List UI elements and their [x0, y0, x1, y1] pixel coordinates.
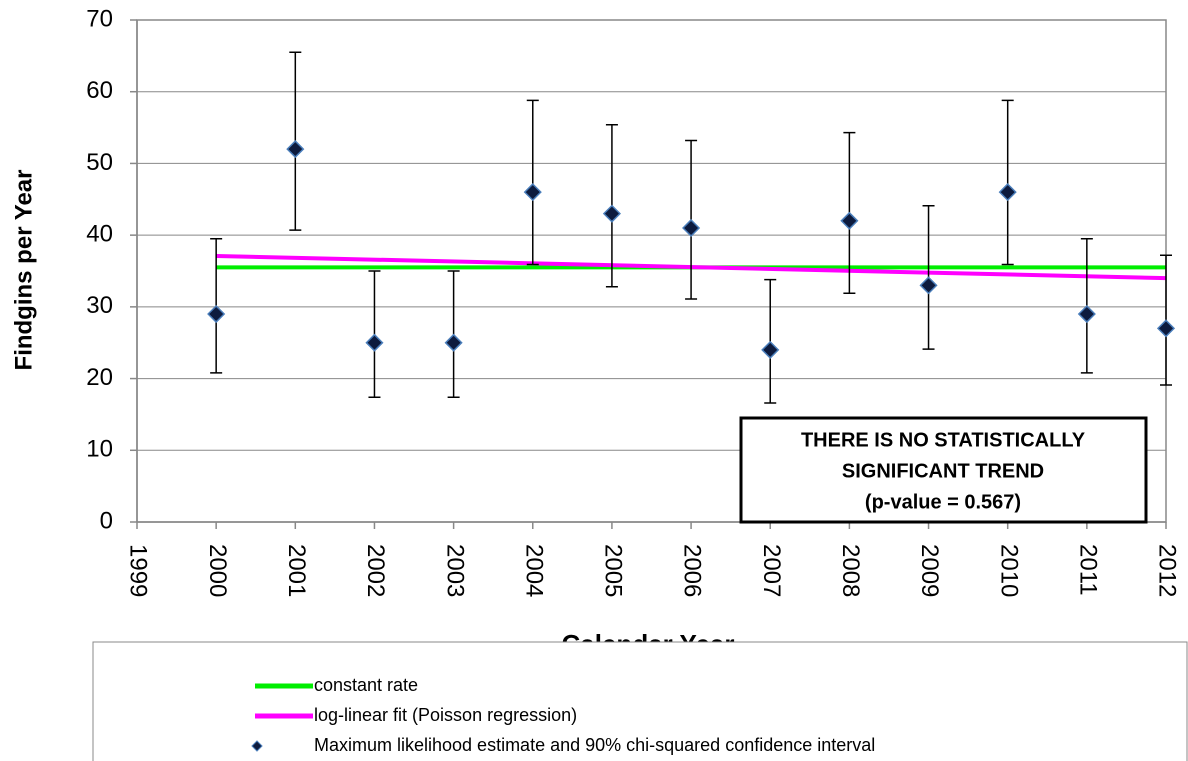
point	[602, 204, 621, 223]
y-tick-label: 0	[100, 507, 113, 534]
point	[998, 183, 1017, 202]
x-tick-label: 2000	[204, 544, 231, 597]
point	[444, 333, 463, 352]
x-tick-label: 2007	[758, 544, 785, 597]
legend-swatch	[251, 740, 263, 752]
point	[840, 211, 859, 230]
point	[1077, 304, 1096, 324]
point	[761, 340, 780, 359]
y-tick-label: 70	[86, 5, 113, 32]
legend-label: Maximum likelihood estimate and 90% chi-…	[314, 735, 875, 755]
y-tick-label: 30	[86, 292, 113, 319]
y-tick-label: 40	[86, 220, 113, 247]
x-tick-label: 2008	[837, 544, 864, 597]
annotation-text: SIGNIFICANT TREND	[842, 460, 1044, 482]
x-tick-label: 1999	[125, 544, 152, 597]
point	[207, 304, 226, 324]
x-tick-label: 2001	[283, 544, 310, 597]
error-bar	[526, 99, 539, 266]
legend-box	[92, 641, 1188, 761]
x-tick-label: 2003	[441, 544, 468, 597]
y-tick-label: 20	[86, 364, 113, 391]
legend-label: log-linear fit (Poisson regression)	[314, 705, 577, 725]
point	[365, 333, 384, 352]
point	[1156, 319, 1176, 338]
point	[919, 276, 938, 295]
x-tick-label: 2009	[916, 544, 943, 597]
y-tick-label: 50	[86, 149, 113, 176]
point	[286, 140, 305, 159]
legend-label: constant rate	[314, 675, 418, 695]
annotation-text: THERE IS NO STATISTICALLY	[801, 429, 1086, 451]
x-tick-label: 2002	[362, 544, 389, 597]
y-axis-label: Findgins per Year	[10, 170, 37, 371]
x-tick-label: 2012	[1154, 544, 1181, 597]
y-tick-label: 10	[86, 436, 113, 463]
x-tick-label: 2011	[1075, 544, 1102, 596]
y-tick-label: 60	[86, 77, 113, 104]
x-tick-label: 2004	[520, 544, 547, 597]
error-bar	[1001, 99, 1014, 266]
x-tick-label: 2010	[995, 544, 1022, 597]
point	[682, 218, 701, 238]
point	[523, 183, 542, 202]
x-tick-label: 2006	[679, 544, 706, 597]
annotation-text: (p-value = 0.567)	[865, 491, 1021, 513]
annotation-box	[739, 416, 1148, 524]
x-tick-label: 2005	[600, 544, 627, 597]
